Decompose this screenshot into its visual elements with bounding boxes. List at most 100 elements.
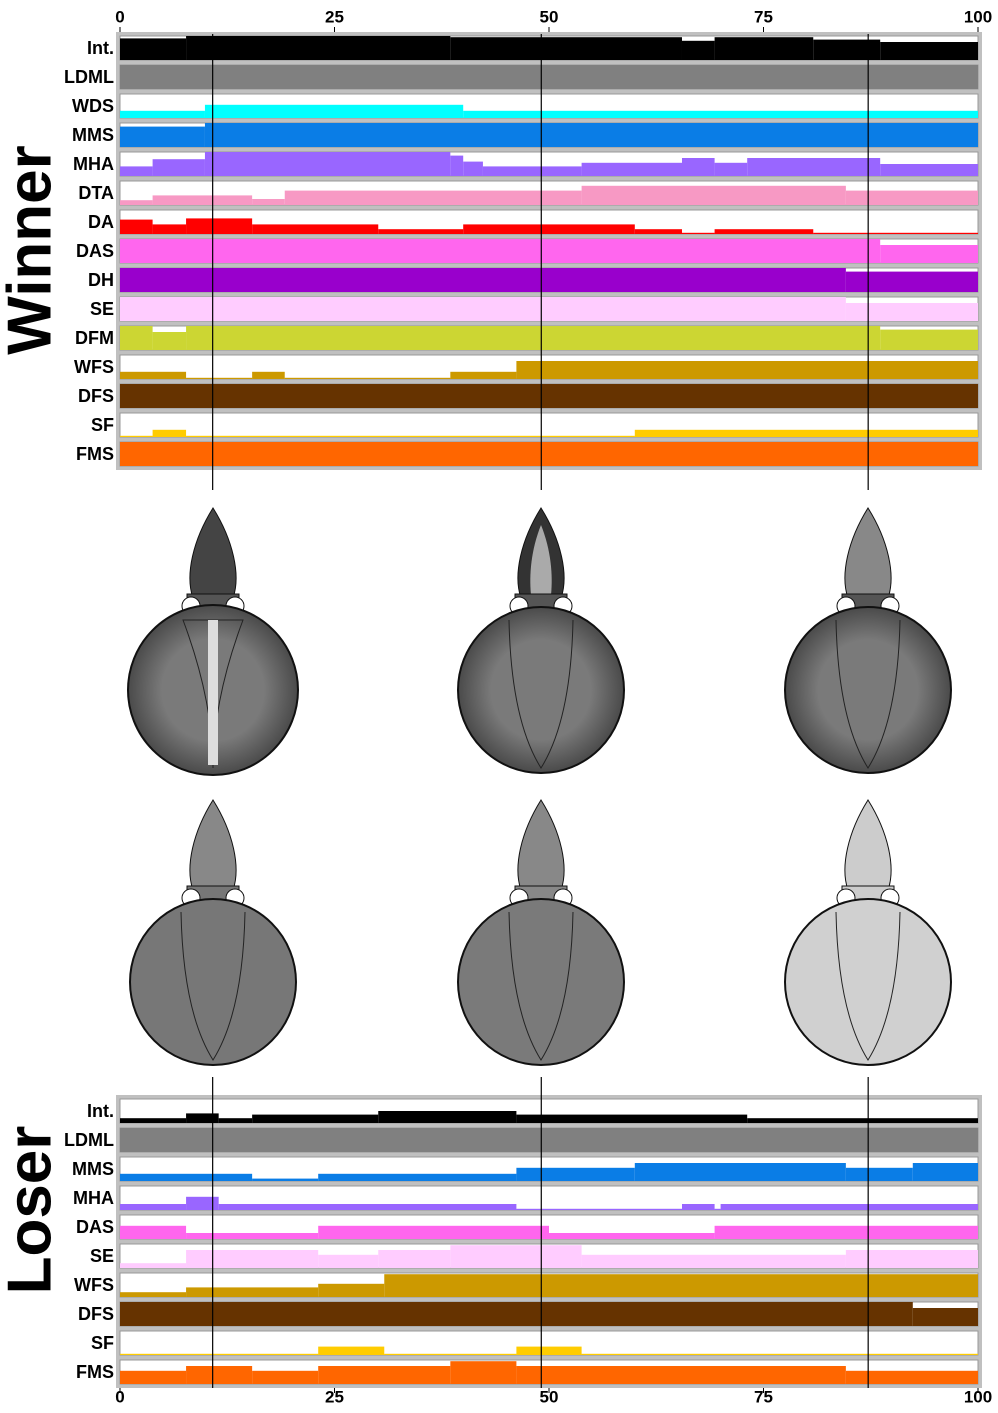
step-bar [120, 65, 978, 89]
step-bar [186, 218, 252, 234]
step-bar [846, 303, 978, 321]
step-bar [516, 1347, 581, 1355]
step-bar [318, 1255, 378, 1268]
step-bar [715, 1226, 978, 1239]
step-bar [219, 1118, 252, 1123]
row-label: SE [90, 1246, 114, 1266]
step-bar [880, 164, 978, 176]
squid-illustrations [128, 508, 951, 1065]
squid [128, 508, 298, 775]
step-bar [747, 158, 880, 176]
step-bar [880, 42, 978, 60]
row-label: FMS [76, 444, 114, 464]
step-bar [120, 326, 153, 350]
page: Winner0255075100Int.LDMLWDSMMSMHADTADADA… [0, 0, 998, 1413]
step-bar [153, 430, 186, 437]
step-bar [120, 436, 153, 437]
step-bar [516, 361, 978, 379]
step-bar [186, 1197, 219, 1210]
row-label: MHA [73, 1188, 114, 1208]
step-bar [721, 1204, 978, 1210]
step-bar [186, 1250, 318, 1268]
step-bar [252, 224, 378, 234]
x-tick-label: 25 [325, 7, 344, 26]
row-label: Int. [87, 38, 114, 58]
step-bar [318, 1226, 549, 1239]
step-bar [252, 1115, 378, 1123]
step-bar [252, 1371, 318, 1384]
chart-title: Winner [0, 145, 64, 355]
step-bar [318, 1366, 450, 1384]
step-bar [516, 1115, 747, 1123]
row-label: WDS [72, 96, 114, 116]
row-label: SE [90, 299, 114, 319]
row-label: LDML [64, 67, 114, 87]
row-label: MMS [72, 125, 114, 145]
row-label: FMS [76, 1362, 114, 1382]
squid [785, 508, 951, 773]
step-bar [549, 1233, 715, 1239]
step-bar [384, 1274, 978, 1297]
step-bar [205, 123, 978, 147]
row-label: DTA [78, 183, 114, 203]
step-bar [516, 1366, 845, 1384]
squid [458, 508, 624, 773]
step-bar [120, 1174, 252, 1181]
step-bar [120, 200, 153, 205]
step-bar [463, 162, 483, 176]
step-bar [913, 1308, 978, 1326]
step-bar [153, 195, 253, 205]
step-bar [450, 372, 516, 379]
step-bar [186, 1366, 252, 1384]
step-bar [120, 239, 880, 263]
step-bar [120, 220, 153, 234]
step-bar [318, 1174, 516, 1181]
step-bar [120, 384, 978, 408]
step-bar [120, 372, 186, 379]
step-bar [285, 378, 451, 379]
step-bar [450, 37, 682, 60]
step-bar [205, 152, 450, 176]
row-label: DFS [78, 386, 114, 406]
step-bar [120, 111, 205, 118]
step-bar [715, 229, 814, 234]
step-bar [318, 1347, 384, 1355]
step-bar [252, 199, 285, 205]
row-label: WFS [74, 357, 114, 377]
step-bar [120, 127, 205, 147]
step-bar [186, 1287, 318, 1297]
step-bar [186, 436, 635, 437]
row-label: MMS [72, 1159, 114, 1179]
step-bar [252, 372, 285, 379]
step-bar [186, 1233, 318, 1239]
step-bar [120, 1354, 318, 1355]
step-bar [378, 1111, 516, 1123]
x-tick-label: 100 [964, 7, 992, 26]
step-bar [120, 1118, 186, 1123]
step-bar [120, 268, 846, 292]
step-bar [635, 430, 978, 437]
row-label: LDML [64, 1130, 114, 1150]
step-bar [846, 1168, 913, 1181]
step-bar [219, 1204, 517, 1210]
row-label: WFS [74, 1275, 114, 1295]
step-bar [747, 1118, 978, 1123]
step-bar [120, 1226, 186, 1239]
step-bar [120, 166, 153, 176]
row-label: DFM [75, 328, 114, 348]
step-bar [463, 111, 978, 118]
step-bar [120, 1204, 186, 1210]
row-label: DAS [76, 1217, 114, 1237]
x-tick-label: 75 [754, 7, 773, 26]
step-bar [682, 158, 715, 176]
step-bar [582, 1255, 846, 1268]
step-bar [582, 1354, 978, 1355]
figure: Winner0255075100Int.LDMLWDSMMSMHADTADADA… [0, 0, 998, 1408]
step-bar [880, 245, 978, 263]
squid [130, 800, 296, 1065]
step-bar [715, 37, 814, 60]
step-bar [378, 1250, 450, 1268]
step-bar [186, 1113, 219, 1123]
step-bar [715, 163, 748, 176]
step-bar [153, 332, 186, 350]
